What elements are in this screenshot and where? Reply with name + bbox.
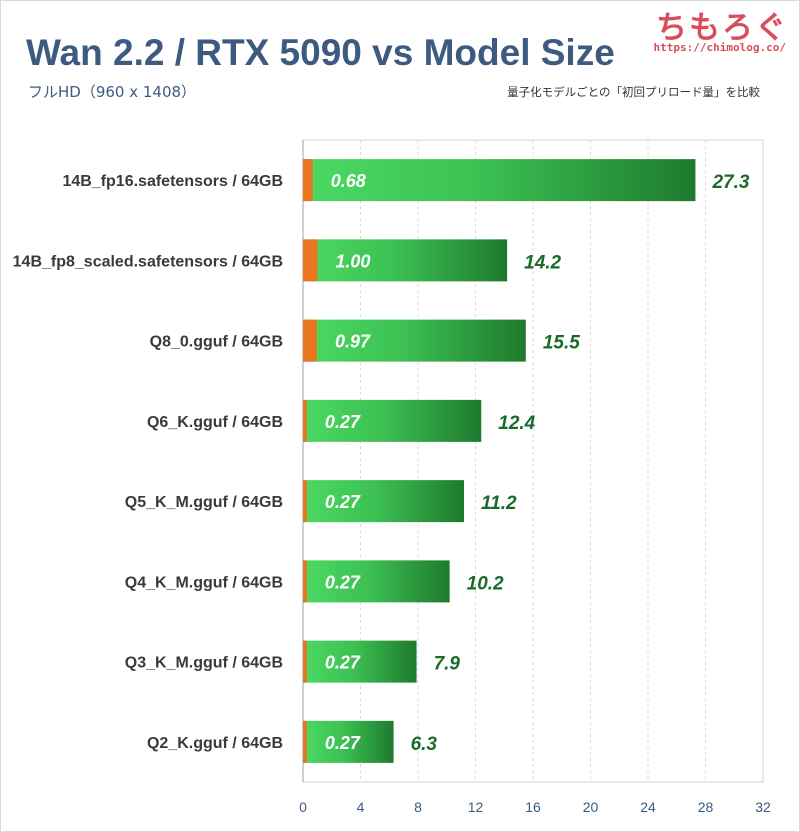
total-bar xyxy=(303,720,394,763)
preload-value-label: 0.27 xyxy=(325,572,361,592)
category-label: Q2_K.gguf / 64GB xyxy=(147,735,283,752)
total-value-label: 12.4 xyxy=(498,413,535,434)
total-value-label: 10.2 xyxy=(467,573,504,594)
x-tick-label: 0 xyxy=(299,799,307,815)
x-tick-label: 28 xyxy=(698,799,714,815)
preload-value-label: 0.68 xyxy=(331,171,366,191)
total-bar xyxy=(303,560,450,603)
preload-value-label: 0.27 xyxy=(325,492,361,512)
category-label: Q3_K_M.gguf / 64GB xyxy=(125,655,283,672)
preload-bar xyxy=(303,560,307,603)
total-bar xyxy=(303,640,417,683)
x-tick-label: 24 xyxy=(640,799,656,815)
total-bar xyxy=(303,159,696,202)
preload-value-label: 0.27 xyxy=(325,653,361,673)
total-value-label: 11.2 xyxy=(481,493,517,514)
preload-bar xyxy=(303,159,313,202)
x-tick-label: 4 xyxy=(357,799,365,815)
chart-title: Wan 2.2 / RTX 5090 vs Model Size xyxy=(26,32,615,73)
total-value-label: 15.5 xyxy=(543,333,580,354)
x-tick-label: 32 xyxy=(755,799,771,815)
total-value-label: 7.9 xyxy=(434,654,461,675)
x-tick-label: 12 xyxy=(468,799,484,815)
x-tick-label: 20 xyxy=(583,799,599,815)
preload-value-label: 0.27 xyxy=(325,412,361,432)
x-axis-ticks: 0 4 8 12 16 20 24 28 32 xyxy=(299,799,771,815)
preload-bar xyxy=(303,480,307,523)
preload-bar xyxy=(303,720,307,763)
category-label: 14B_fp16.safetensors / 64GB xyxy=(62,173,283,190)
chart-note: 量子化モデルごとの「初回プリロード量」を比較 xyxy=(507,85,760,99)
total-bar xyxy=(303,480,464,523)
preload-bar xyxy=(303,239,318,282)
category-label: Q6_K.gguf / 64GB xyxy=(147,414,283,431)
category-label: Q5_K_M.gguf / 64GB xyxy=(125,494,283,511)
chart-subtitle: フルHD（960 x 1408） xyxy=(28,83,197,101)
preload-bar xyxy=(303,399,307,442)
preload-value-label: 0.97 xyxy=(335,332,371,352)
category-label: Q4_K_M.gguf / 64GB xyxy=(125,574,283,591)
bars xyxy=(303,159,696,763)
category-label: Q8_0.gguf / 64GB xyxy=(150,334,283,351)
preload-value-label: 1.00 xyxy=(335,251,370,271)
labels: 14B_fp16.safetensors / 64GB 0.68 27.3 14B_f… xyxy=(13,171,750,755)
total-value-label: 27.3 xyxy=(711,172,749,193)
category-label: 14B_fp8_scaled.safetensors / 64GB xyxy=(13,253,283,270)
total-bar xyxy=(303,319,526,362)
x-tick-label: 8 xyxy=(414,799,422,815)
total-value-label: 6.3 xyxy=(411,734,438,755)
x-tick-label: 16 xyxy=(525,799,541,815)
brand-logo-text: ちもろぐ xyxy=(656,10,788,46)
total-value-label: 14.2 xyxy=(524,252,561,273)
preload-bar xyxy=(303,319,317,362)
total-bar xyxy=(303,399,482,442)
preload-value-label: 0.27 xyxy=(325,733,361,753)
total-bar xyxy=(303,239,508,282)
preload-bar xyxy=(303,640,307,683)
brand-url-link[interactable]: https://chimolog.co/ xyxy=(653,41,786,54)
